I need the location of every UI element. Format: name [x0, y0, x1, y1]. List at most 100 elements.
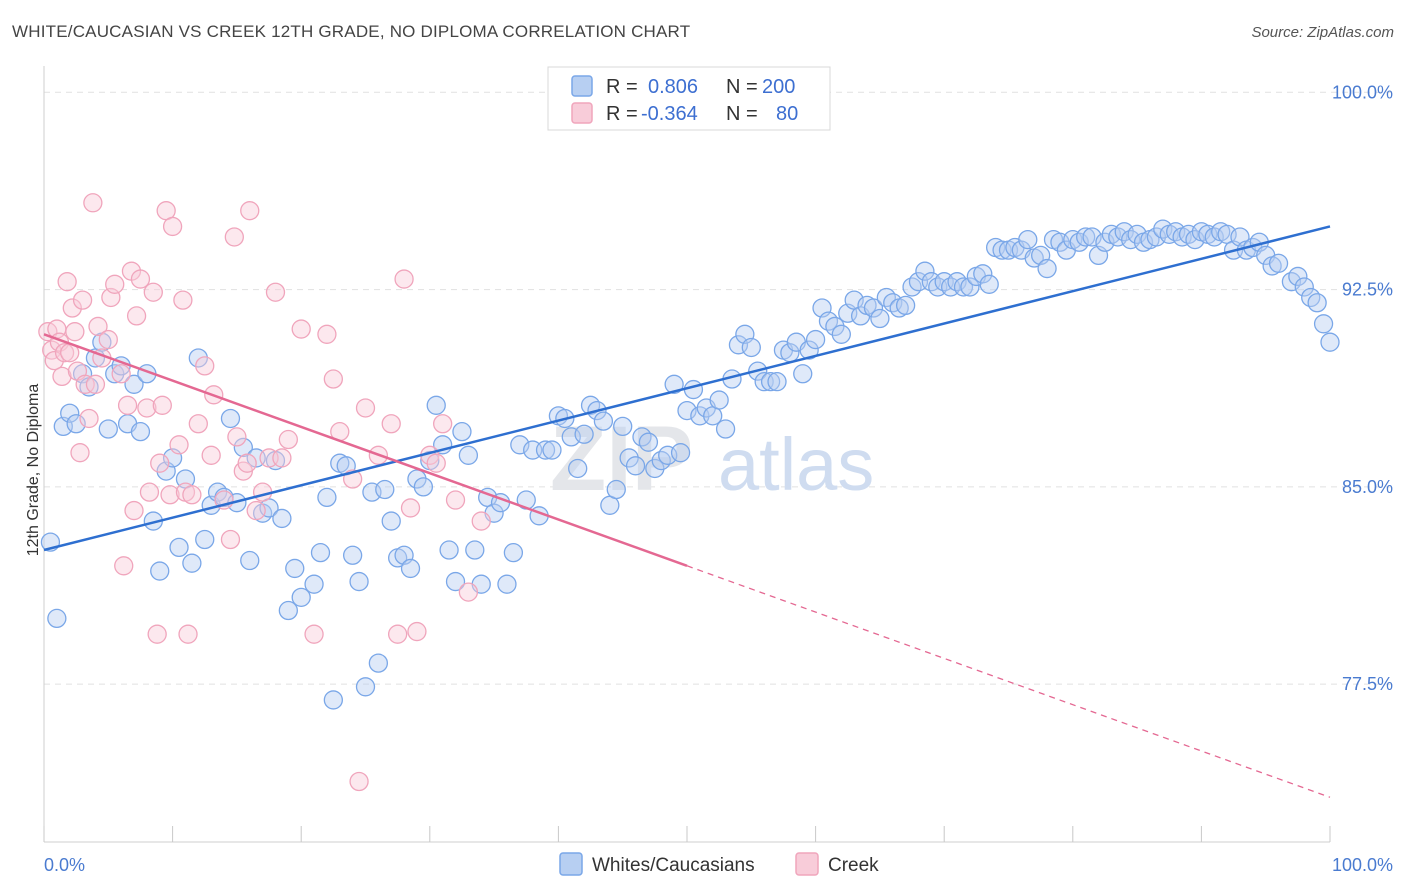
point-creek	[98, 329, 118, 350]
point-creek	[117, 395, 138, 415]
point-whites	[664, 374, 684, 394]
legend-n-value-1: 200	[762, 76, 795, 98]
point-whites	[195, 529, 215, 550]
point-whites	[818, 311, 839, 331]
point-whites	[169, 537, 189, 558]
point-creek	[143, 282, 163, 302]
legend-r-label-2: R =	[606, 103, 638, 125]
point-whites	[799, 340, 819, 360]
point-whites	[638, 432, 659, 452]
point-whites	[613, 416, 633, 437]
point-whites	[760, 372, 781, 392]
point-creek	[147, 624, 167, 644]
point-creek	[126, 306, 147, 326]
point-whites	[863, 298, 884, 318]
point-whites	[278, 600, 298, 621]
point-whites	[285, 558, 305, 579]
point-creek	[304, 624, 324, 644]
y-axis-label: 12th Grade, No Diploma	[25, 384, 42, 557]
watermark: ZIP atlas	[550, 408, 874, 510]
point-whites	[1018, 229, 1038, 250]
point-creek	[137, 398, 157, 418]
point-whites	[98, 419, 118, 439]
point-whites	[182, 553, 202, 573]
point-whites	[458, 445, 479, 465]
point-whites	[1268, 253, 1289, 273]
trend-line-creek-extension	[686, 565, 1331, 798]
point-whites	[400, 558, 421, 579]
point-whites	[452, 421, 472, 442]
bottom-legend-label-pink: Creek	[828, 855, 879, 876]
point-whites	[831, 324, 851, 344]
point-creek	[188, 414, 208, 434]
point-whites	[580, 395, 601, 415]
point-creek	[105, 274, 125, 294]
point-whites	[1076, 227, 1096, 247]
point-creek	[445, 490, 466, 510]
point-whites	[1320, 332, 1340, 352]
point-creek	[458, 582, 479, 602]
point-whites	[368, 653, 389, 673]
point-whites	[220, 408, 241, 429]
point-creek	[381, 414, 401, 434]
point-creek	[83, 193, 103, 213]
point-whites	[426, 395, 446, 415]
point-creek	[224, 227, 244, 247]
point-whites	[670, 443, 691, 463]
point-whites	[130, 421, 151, 442]
y-tick-labels: 100.0% 92.5% 85.0% 77.5%	[1332, 82, 1393, 694]
point-creek	[240, 201, 260, 221]
point-creek	[65, 322, 85, 342]
x-tick-label-min: 0.0%	[44, 855, 85, 875]
point-whites	[574, 424, 594, 444]
point-creek	[182, 485, 202, 505]
trend-lines	[43, 225, 1331, 798]
point-creek	[150, 453, 170, 473]
point-creek	[227, 427, 247, 447]
legend-swatch-blue	[571, 75, 593, 97]
grid-lines	[44, 91, 1393, 685]
point-whites	[105, 364, 125, 384]
point-creek	[130, 269, 151, 289]
point-whites	[304, 574, 324, 594]
point-whites	[542, 440, 562, 460]
point-whites	[741, 337, 761, 358]
point-creek	[220, 529, 241, 550]
watermark-atlas: atlas	[718, 423, 874, 506]
point-creek	[173, 290, 193, 310]
point-whites	[207, 482, 228, 502]
point-whites	[1313, 314, 1334, 334]
y-tick-label: 100.0%	[1332, 82, 1393, 102]
point-whites	[465, 540, 485, 560]
point-creek	[160, 485, 180, 505]
trend-line-creek	[43, 333, 688, 567]
point-creek	[355, 398, 376, 418]
point-creek	[407, 621, 427, 642]
chart-source: Source: ZipAtlas.com	[1251, 24, 1394, 41]
point-whites	[1307, 293, 1327, 313]
point-creek	[162, 216, 183, 237]
point-creek	[62, 298, 82, 318]
point-whites	[503, 542, 524, 563]
legend-r-label-1: R =	[606, 76, 638, 98]
point-whites	[439, 540, 459, 560]
point-whites	[47, 608, 67, 629]
point-whites	[407, 469, 427, 489]
point-whites	[272, 508, 292, 529]
point-creek	[317, 324, 337, 344]
point-creek	[265, 282, 286, 302]
point-whites	[233, 437, 253, 458]
trend-line-whites	[43, 225, 1331, 552]
point-whites	[375, 479, 395, 500]
point-creek	[201, 445, 221, 465]
point-creek	[394, 269, 414, 289]
point-creek	[349, 771, 369, 792]
point-creek	[70, 443, 90, 463]
point-creek	[57, 272, 77, 292]
bottom-legend-swatch-blue	[559, 852, 583, 876]
point-whites	[240, 550, 260, 571]
point-whites	[593, 411, 614, 431]
point-creek	[291, 319, 311, 339]
point-whites	[124, 374, 144, 394]
